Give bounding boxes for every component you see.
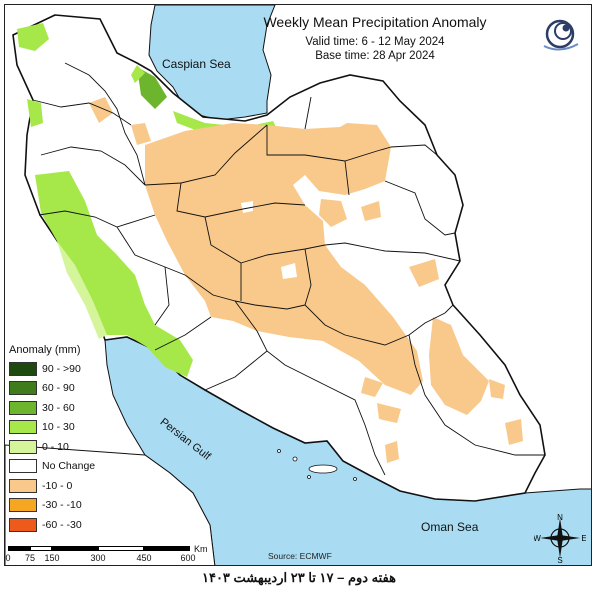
- legend-label: No Change: [42, 460, 96, 473]
- caspian-sea-label: Caspian Sea: [162, 57, 231, 71]
- scale-unit: Km: [194, 544, 208, 554]
- legend-label: -10 - 0: [42, 479, 73, 492]
- scale-tick: 450: [136, 553, 152, 563]
- legend-label: -30 - -10: [42, 499, 82, 512]
- base-time: Base time: 28 Apr 2024: [315, 50, 435, 62]
- map-title: Weekly Mean Precipitation Anomaly: [263, 14, 487, 30]
- agency-logo: [543, 19, 579, 51]
- legend-swatch: [9, 420, 37, 435]
- legend-item: 0 - 10: [9, 437, 103, 457]
- province-boundaries: [32, 62, 545, 476]
- legend-rows: 90 - >90 60 - 90 30 - 60 10 - 30 0 - 10 No Ch…: [9, 359, 103, 535]
- legend-item: 90 - >90: [9, 359, 103, 379]
- legend-label: 60 - 90: [42, 382, 75, 395]
- compass-w: W: [534, 534, 541, 543]
- legend-item: -10 - 0: [9, 476, 103, 496]
- scale-tick: 0: [5, 553, 11, 563]
- legend-swatch: [9, 478, 37, 493]
- scale-segment: [52, 546, 98, 551]
- compass-n: N: [557, 513, 563, 522]
- scale-segment: [98, 546, 144, 551]
- scale-segment: [144, 546, 190, 551]
- legend-item: 60 - 90: [9, 379, 103, 399]
- legend-item: -30 - -10: [9, 496, 103, 516]
- compass-e: E: [581, 534, 586, 543]
- legend-swatch: [9, 459, 37, 474]
- scale-segment: [8, 546, 30, 551]
- compass-rose-icon: N S E W: [534, 513, 586, 564]
- legend-label: 10 - 30: [42, 421, 75, 434]
- legend-item: -60 - -30: [9, 515, 103, 535]
- scale-segment: [30, 546, 52, 551]
- oman-sea-label: Oman Sea: [421, 520, 479, 534]
- legend-item: No Change: [9, 457, 103, 477]
- scale-bar: 0 75 150 300 450 600 Km: [5, 544, 207, 564]
- legend-swatch: [9, 498, 37, 513]
- legend-swatch: [9, 381, 37, 396]
- legend-swatch: [9, 400, 37, 415]
- source-note: Source: ECMWF: [268, 551, 332, 561]
- legend: Anomaly (mm) 90 - >90 60 - 90 30 - 60 10 - …: [9, 344, 103, 535]
- valid-time: Valid time: 6 - 12 May 2024: [305, 36, 445, 48]
- negative-anomaly-areas: [89, 97, 523, 463]
- scale-tick: 600: [180, 553, 196, 563]
- legend-title: Anomaly (mm): [9, 344, 81, 356]
- legend-label: -60 - -30: [42, 518, 82, 531]
- legend-item: 10 - 30: [9, 418, 103, 438]
- scale-tick: 150: [44, 553, 60, 563]
- scale-tick: 300: [90, 553, 106, 563]
- map-frame: [4, 4, 592, 566]
- legend-label: 30 - 60: [42, 401, 75, 414]
- persian-caption: هفته دوم – ۱۷ تا ۲۳ اردیبهشت ۱۴۰۳: [201, 570, 396, 585]
- precipitation-map: [5, 5, 591, 565]
- legend-swatch: [9, 517, 37, 532]
- legend-item: 30 - 60: [9, 398, 103, 418]
- legend-swatch: [9, 439, 37, 454]
- legend-label: 0 - 10: [42, 440, 69, 453]
- caspian-sea: [148, 5, 276, 121]
- legend-label: 90 - >90: [42, 362, 81, 375]
- scale-tick: 75: [24, 553, 36, 563]
- legend-swatch: [9, 361, 37, 376]
- compass-s: S: [557, 556, 562, 564]
- no-change-pockets: [241, 201, 297, 279]
- islands: [277, 449, 357, 481]
- arabian-coast: [5, 444, 216, 565]
